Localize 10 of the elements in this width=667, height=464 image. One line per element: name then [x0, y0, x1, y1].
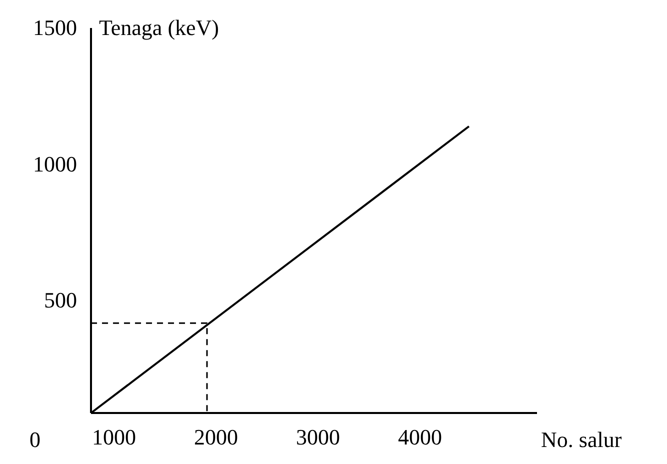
y-tick-label: 500 — [44, 288, 77, 313]
y-axis-title: Tenaga (keV) — [99, 15, 220, 40]
y-tick-label: 1000 — [33, 151, 77, 176]
x-tick-label: 4000 — [398, 424, 442, 450]
x-tick-label: 3000 — [296, 424, 340, 450]
x-tick-label: 1000 — [92, 424, 136, 450]
text: 0 — [30, 427, 40, 452]
y-tick-label: 1500 — [33, 15, 77, 40]
x-tick-label: 2000 — [194, 424, 238, 450]
x-axis-title: No. salur — [541, 427, 622, 452]
